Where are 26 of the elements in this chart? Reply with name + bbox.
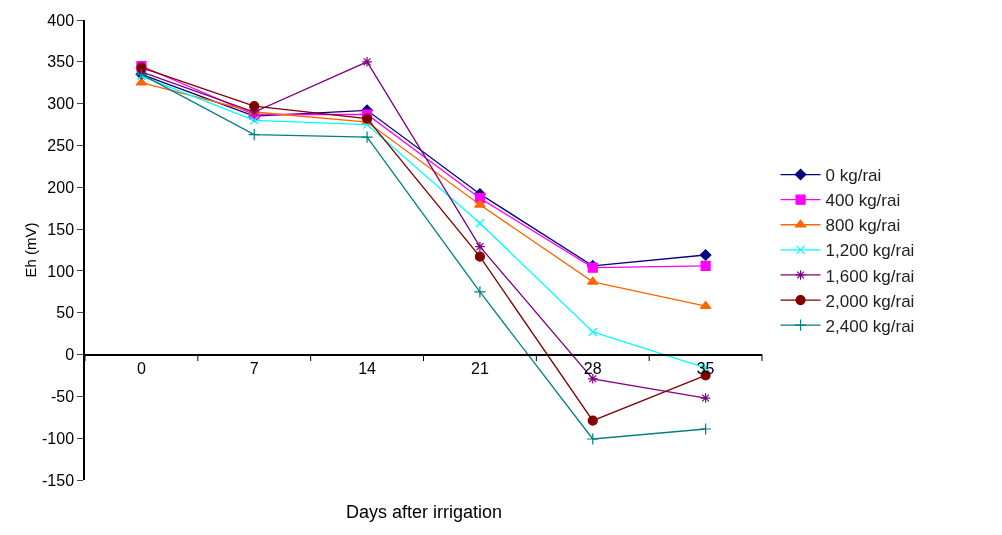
y-tick-label: 250 [47,137,75,155]
x-tick-label: 7 [249,360,259,378]
y-tick-label: 400 [47,11,75,29]
legend-label: 0 kg/rai [825,166,882,186]
y-tick-label: 200 [47,178,75,196]
legend-label: 1,200 kg/rai [825,241,915,261]
x-tick-label: 0 [136,360,146,378]
y-tick-label: 300 [47,95,75,113]
y-axis-title: Eh (mV) [21,222,39,278]
y-tick-label: 0 [65,346,75,364]
x-axis-title: Days after irrigation [346,502,503,522]
legend-label: 2,000 kg/rai [825,291,915,311]
y-tick-label: 150 [47,220,75,238]
y-tick-label: -100 [42,429,75,447]
legend-label: 1,600 kg/rai [825,266,915,286]
x-tick-label: 28 [583,360,602,378]
y-tick-label: -50 [50,387,75,405]
y-tick-label: -150 [42,471,75,489]
y-tick-label: 100 [47,262,75,280]
x-tick-label: 21 [471,360,489,378]
x-tick-label: 14 [358,360,377,378]
y-tick-label: 50 [56,304,75,322]
y-tick-label: 350 [47,53,75,71]
legend-label: 2,400 kg/rai [825,316,915,336]
legend-label: 800 kg/rai [825,216,901,236]
legend-label: 400 kg/rai [825,191,901,211]
